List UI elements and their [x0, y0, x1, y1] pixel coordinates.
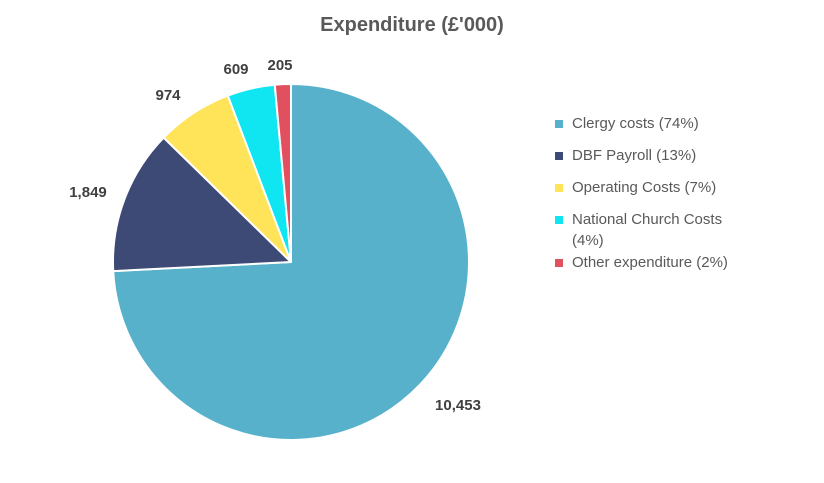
legend-swatch	[555, 120, 563, 128]
legend-label: Clergy costs (74%)	[572, 115, 699, 132]
legend-item-3: Operating Costs (7%)	[555, 177, 795, 198]
data-label-2: 1,849	[69, 184, 107, 201]
pie-slice-2	[112, 136, 292, 273]
data-label-4: 609	[223, 61, 248, 78]
legend-item-5: Other expenditure (2%)	[555, 252, 795, 273]
legend-item-1: Clergy costs (74%)	[555, 113, 795, 134]
data-label-1: 10,453	[435, 397, 481, 414]
legend-item-2: DBF Payroll (13%)	[555, 145, 795, 166]
legend-swatch	[555, 152, 563, 160]
pie-slice-5	[273, 83, 292, 263]
legend-label: DBF Payroll (13%)	[572, 147, 697, 164]
legend-label: Operating Costs (7%)	[572, 179, 717, 196]
legend-swatch	[555, 184, 563, 192]
data-label-3: 974	[155, 87, 181, 104]
legend-label: Other expenditure (2%)	[572, 254, 728, 271]
legend-item-4: National Church Costs (4%)	[555, 209, 795, 251]
legend-swatch	[555, 216, 563, 224]
chart-title: Expenditure (£'000)	[320, 14, 504, 36]
legend-swatch	[555, 259, 563, 267]
legend-label: National Church Costs (4%)	[572, 211, 723, 249]
data-label-5: 205	[267, 57, 292, 74]
chart-legend: Clergy costs (74%) DBF Payroll (13%) Opera…	[555, 113, 795, 284]
